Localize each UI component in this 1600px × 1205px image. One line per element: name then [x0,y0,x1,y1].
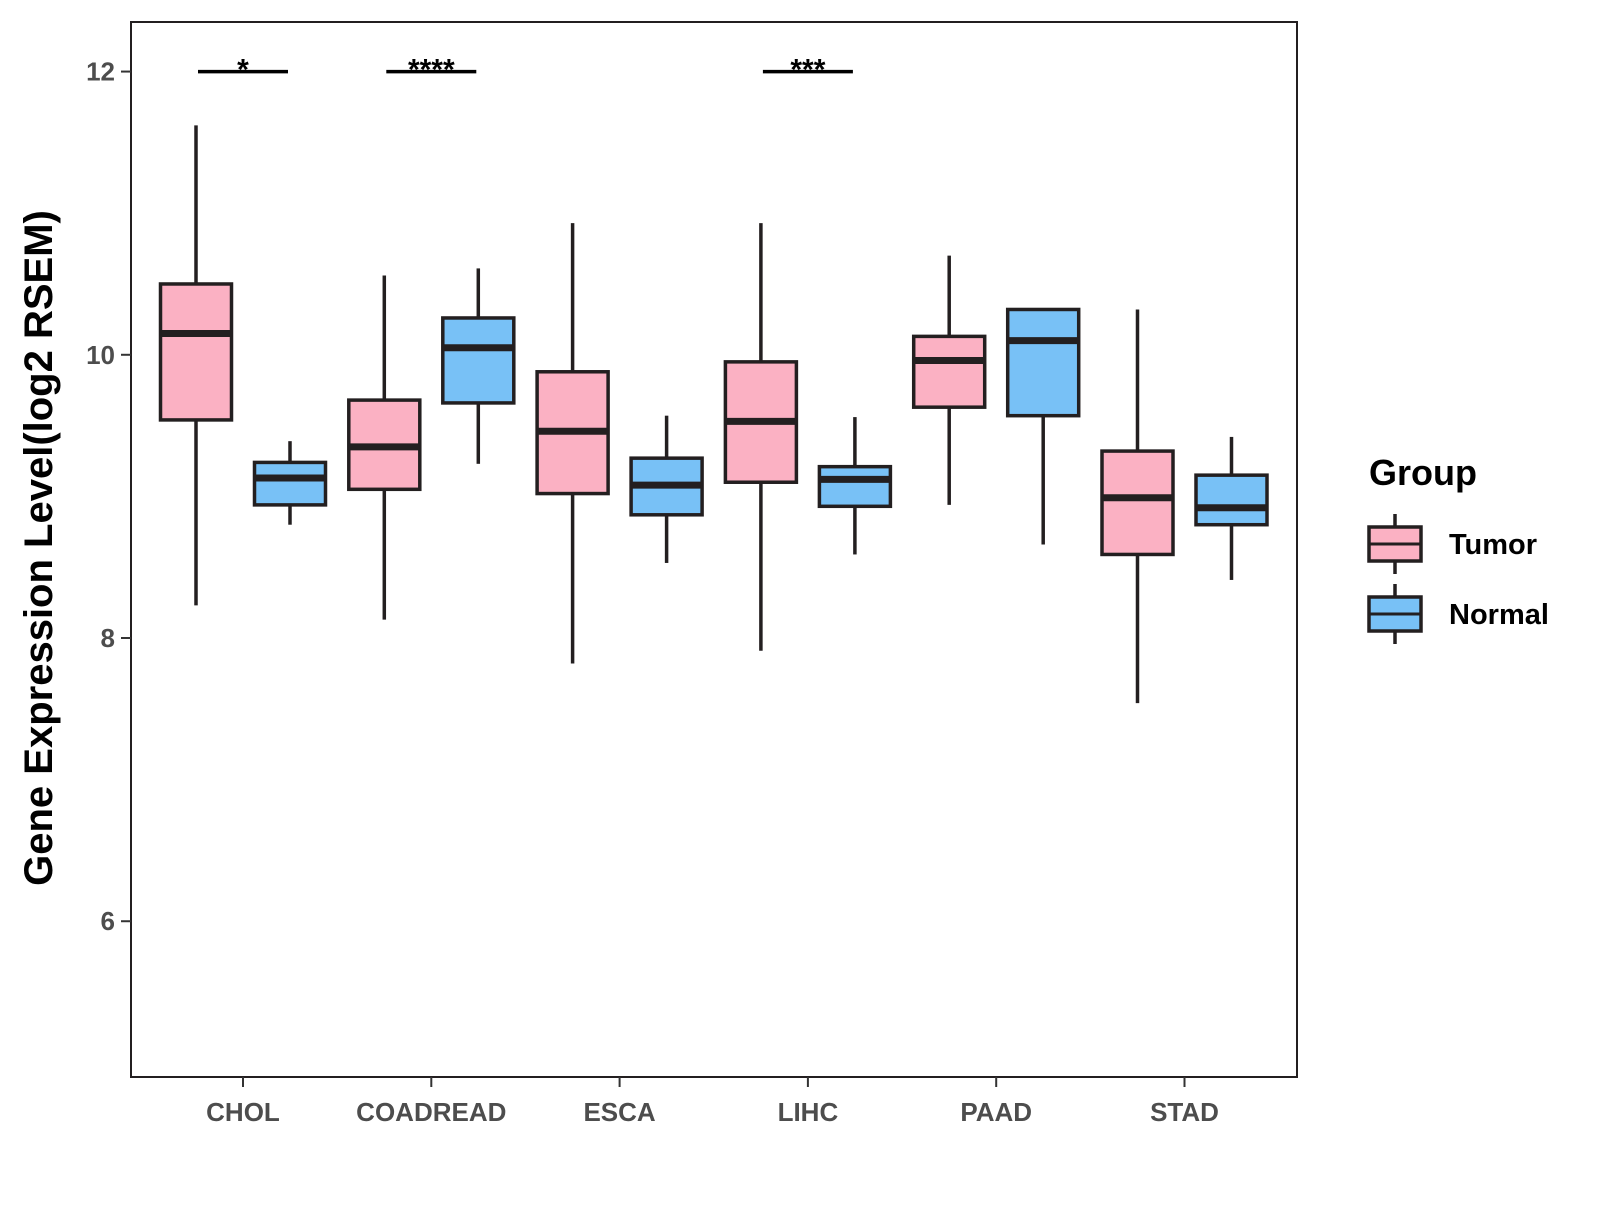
box-iqr [441,316,516,405]
legend-label-tumor: Tumor [1449,529,1537,561]
x-tick-label-coadread: COADREAD [356,1097,506,1127]
x-tick-label-chol: CHOL [206,1097,280,1127]
box-iqr [158,282,234,422]
significance-layer: * **** *** [198,54,853,87]
box-tumor-paad [911,255,987,505]
box-tumor-coadread [347,275,422,620]
box-iqr [1194,473,1269,527]
box-iqr [1100,449,1175,557]
x-tick-label-paad: PAAD [960,1097,1032,1127]
significance-label: **** [408,54,455,87]
y-axis-title: Gene Expression Level(log2 RSEM) [17,210,61,886]
x-tick-label-esca: ESCA [583,1097,655,1127]
significance-label: *** [790,54,825,87]
box-normal-lihc [817,417,893,555]
significance-label: * [237,54,249,87]
significance-coadread: **** [386,54,477,87]
box-normal-coadread [441,268,516,464]
box-normal-stad [1194,436,1269,580]
box-iqr [911,334,987,409]
box-normal-chol [252,441,328,525]
legend-label-normal: Normal [1449,599,1549,631]
boxes-layer [158,125,1269,704]
box-iqr [817,464,893,509]
box-normal-paad [1005,307,1081,545]
box-tumor-stad [1100,309,1175,704]
legend-entry-tumor: Tumor [1367,514,1537,574]
box-tumor-lihc [723,223,799,651]
significance-chol: * [198,54,288,87]
box-tumor-chol [158,125,234,606]
box-tumor-esca [535,223,610,664]
significance-lihc: *** [762,54,853,87]
legend: Group Tumor Normal [1367,452,1549,644]
box-iqr [252,460,328,507]
y-tick-label: 6 [101,906,115,936]
x-tick-label-stad: STAD [1150,1097,1219,1127]
y-tick-label: 8 [101,623,115,653]
axes-layer: 6 8 10 12 CHOL COADREAD ESCA LIHC PAAD STAD [86,57,1219,1127]
box-iqr [1005,307,1081,418]
x-tick-label-lihc: LIHC [778,1097,839,1127]
legend-title: Group [1369,452,1477,493]
legend-entry-normal: Normal [1367,584,1549,644]
y-tick-label: 10 [86,340,115,370]
y-tick-label: 12 [86,57,115,87]
box-normal-esca [629,415,704,563]
